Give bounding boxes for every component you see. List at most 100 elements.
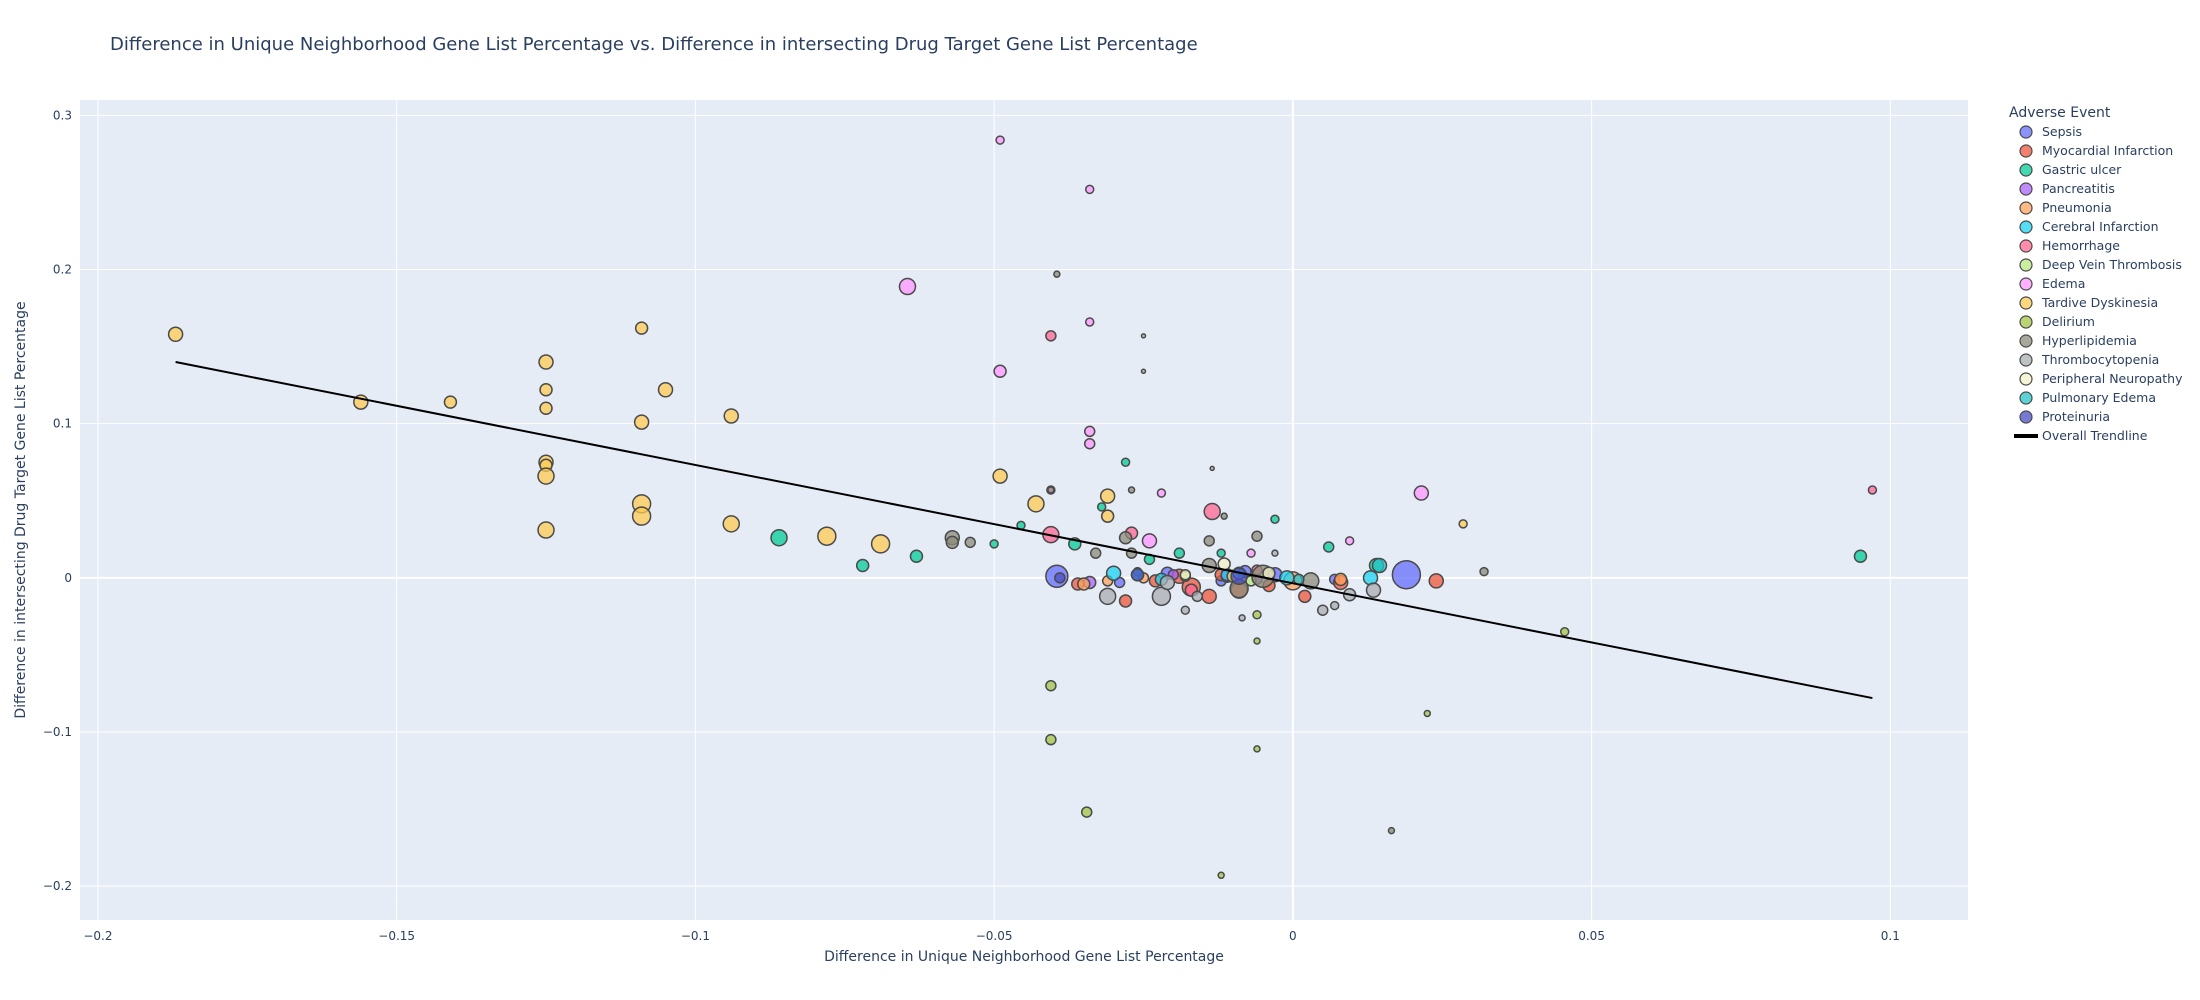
legend-item-deep-vein-thrombosis[interactable]: Deep Vein Thrombosis — [2019, 257, 2182, 272]
data-point-tardive-dyskinesia[interactable] — [722, 515, 740, 533]
data-point-delirium[interactable] — [1217, 871, 1225, 880]
legend-item-edema[interactable]: Edema — [2019, 276, 2085, 291]
data-point-tardive-dyskinesia[interactable] — [1099, 488, 1116, 504]
data-point-gastric-ulcer[interactable] — [1173, 547, 1186, 559]
data-point-hyperlipidemia[interactable] — [1220, 512, 1228, 520]
data-point-delirium[interactable] — [1423, 709, 1432, 718]
data-point-hyperlipidemia[interactable] — [1118, 530, 1133, 545]
data-point-edema[interactable] — [898, 277, 917, 296]
data-point-myocardial-infarction[interactable] — [1118, 594, 1133, 608]
legend-item-hemorrhage[interactable]: Hemorrhage — [2019, 238, 2120, 253]
data-point-gastric-ulcer[interactable] — [855, 558, 870, 573]
data-point-delirium[interactable] — [1559, 627, 1570, 637]
legend-item-hyperlipidemia[interactable]: Hyperlipidemia — [2019, 333, 2137, 348]
data-point-edema[interactable] — [1084, 184, 1095, 195]
data-point-thrombocytopenia[interactable] — [1140, 368, 1147, 375]
data-point-tardive-dyskinesia[interactable] — [1458, 519, 1468, 529]
data-point-hemorrhage[interactable] — [1203, 502, 1221, 521]
legend-item-pulmonary-edema[interactable]: Pulmonary Edema — [2019, 390, 2156, 405]
data-point-pneumonia[interactable] — [1076, 577, 1091, 591]
data-point-hyperlipidemia[interactable] — [1089, 547, 1102, 559]
data-point-hemorrhage[interactable] — [1045, 330, 1057, 342]
data-point-hyperlipidemia[interactable] — [1203, 535, 1215, 547]
legend-item-gastric-ulcer[interactable]: Gastric ulcer — [2019, 162, 2122, 177]
data-point-thrombocytopenia[interactable] — [1271, 549, 1279, 557]
data-point-delirium[interactable] — [1253, 637, 1261, 645]
data-point-tardive-dyskinesia[interactable] — [817, 526, 837, 546]
data-point-thrombocytopenia[interactable] — [1329, 600, 1340, 611]
legend-item-myocardial-infarction[interactable]: Myocardial Infarction — [2019, 143, 2173, 158]
data-point-edema[interactable] — [995, 135, 1005, 145]
data-point-hyperlipidemia[interactable] — [1251, 530, 1263, 542]
data-point-tardive-dyskinesia[interactable] — [870, 534, 891, 554]
data-point-thrombocytopenia[interactable] — [1191, 590, 1204, 603]
data-point-thrombocytopenia[interactable] — [1140, 333, 1147, 339]
legend-item-tardive-dyskinesia[interactable]: Tardive Dyskinesia — [2019, 295, 2158, 310]
data-point-sepsis[interactable] — [1391, 559, 1422, 590]
data-point-edema[interactable] — [1084, 317, 1095, 327]
data-point-tardive-dyskinesia[interactable] — [1027, 495, 1045, 513]
data-point-thrombocytopenia[interactable] — [1316, 604, 1329, 616]
data-point-hyperlipidemia[interactable] — [1387, 826, 1396, 835]
data-point-pneumonia[interactable] — [1333, 572, 1348, 587]
data-point-gastric-ulcer[interactable] — [1096, 502, 1107, 512]
data-point-proteinuria[interactable] — [1054, 572, 1066, 584]
data-point-delirium[interactable] — [1253, 745, 1261, 753]
legend-item-pancreatitis[interactable]: Pancreatitis — [2019, 181, 2115, 196]
data-point-delirium[interactable] — [1080, 806, 1093, 818]
data-point-gastric-ulcer[interactable] — [989, 539, 999, 549]
data-point-edema[interactable] — [1413, 485, 1430, 501]
data-point-hyperlipidemia[interactable] — [1127, 486, 1136, 494]
data-point-gastric-ulcer[interactable] — [1853, 549, 1868, 563]
data-point-myocardial-infarction[interactable] — [1428, 573, 1445, 589]
data-point-hyperlipidemia[interactable] — [1479, 566, 1489, 577]
data-point-thrombocytopenia[interactable] — [1238, 614, 1246, 622]
data-point-hyperlipidemia[interactable] — [1053, 270, 1061, 278]
data-point-proteinuria[interactable] — [1130, 567, 1145, 582]
data-point-edema[interactable] — [1141, 533, 1158, 549]
legend-item-overall-trendline[interactable]: Overall Trendline — [2014, 428, 2148, 443]
data-point-edema[interactable] — [993, 364, 1007, 379]
data-point-tardive-dyskinesia[interactable] — [443, 395, 458, 409]
data-point-tardive-dyskinesia[interactable] — [167, 326, 184, 343]
data-point-pulmonary-edema[interactable] — [1371, 557, 1388, 574]
data-point-tardive-dyskinesia[interactable] — [538, 354, 554, 370]
data-point-tardive-dyskinesia[interactable] — [657, 382, 674, 398]
plot-area[interactable] — [80, 100, 1968, 920]
data-point-peripheral-neuropathy[interactable] — [1179, 568, 1192, 581]
data-point-tardive-dyskinesia[interactable] — [539, 383, 553, 397]
data-point-edema[interactable] — [1156, 488, 1167, 498]
data-point-edema[interactable] — [1083, 425, 1096, 438]
legend-item-proteinuria[interactable]: Proteinuria — [2019, 409, 2110, 424]
data-point-hyperlipidemia[interactable] — [945, 535, 960, 550]
data-point-gastric-ulcer[interactable] — [909, 549, 924, 563]
data-point-edema[interactable] — [1246, 548, 1256, 558]
data-point-gastric-ulcer[interactable] — [1120, 457, 1131, 467]
data-point-delirium[interactable] — [1045, 733, 1057, 746]
data-point-gastric-ulcer[interactable] — [1216, 548, 1226, 558]
data-point-tardive-dyskinesia[interactable] — [631, 506, 652, 526]
data-point-thrombocytopenia[interactable] — [1098, 587, 1117, 606]
data-point-hyperlipidemia[interactable] — [964, 536, 976, 549]
data-point-tardive-dyskinesia[interactable] — [992, 468, 1008, 484]
data-point-tardive-dyskinesia[interactable] — [633, 414, 650, 430]
data-point-myocardial-infarction[interactable] — [1298, 589, 1312, 604]
data-point-hyperlipidemia[interactable] — [1047, 486, 1055, 494]
data-point-edema[interactable] — [1344, 536, 1355, 546]
overall-trendline[interactable] — [175, 361, 1873, 700]
data-point-delirium[interactable] — [1252, 610, 1262, 620]
data-point-tardive-dyskinesia[interactable] — [537, 521, 555, 539]
data-point-thrombocytopenia[interactable] — [1209, 465, 1215, 472]
data-point-gastric-ulcer[interactable] — [1270, 514, 1280, 524]
data-point-thrombocytopenia[interactable] — [1159, 574, 1176, 591]
data-point-tardive-dyskinesia[interactable] — [537, 467, 555, 485]
data-point-gastric-ulcer[interactable] — [770, 528, 788, 547]
legend-item-delirium[interactable]: Delirium — [2019, 314, 2095, 329]
data-point-myocardial-infarction[interactable] — [1201, 588, 1217, 605]
legend-item-sepsis[interactable]: Sepsis — [2019, 124, 2082, 139]
data-point-thrombocytopenia[interactable] — [1365, 582, 1382, 598]
data-point-tardive-dyskinesia[interactable] — [723, 408, 739, 424]
data-point-edema[interactable] — [1083, 437, 1096, 450]
legend-item-thrombocytopenia[interactable]: Thrombocytopenia — [2019, 352, 2159, 367]
data-point-delirium[interactable] — [1045, 679, 1057, 692]
